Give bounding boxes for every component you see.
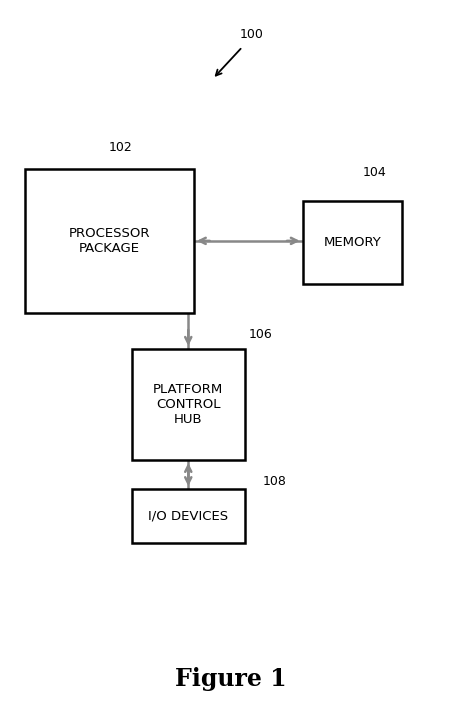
Text: PLATFORM
CONTROL
HUB: PLATFORM CONTROL HUB	[153, 383, 224, 426]
Text: MEMORY: MEMORY	[323, 236, 381, 249]
Text: 104: 104	[362, 166, 386, 179]
Text: 106: 106	[249, 328, 273, 341]
Bar	[132, 489, 245, 543]
Text: 100: 100	[240, 28, 264, 41]
Bar	[132, 349, 245, 460]
Text: PROCESSOR
PACKAGE: PROCESSOR PACKAGE	[69, 227, 151, 255]
Bar	[25, 169, 194, 313]
Text: Figure 1: Figure 1	[175, 667, 287, 692]
Text: 102: 102	[108, 141, 132, 154]
Bar	[303, 201, 402, 284]
Text: 108: 108	[263, 475, 287, 488]
Text: I/O DEVICES: I/O DEVICES	[148, 509, 228, 523]
